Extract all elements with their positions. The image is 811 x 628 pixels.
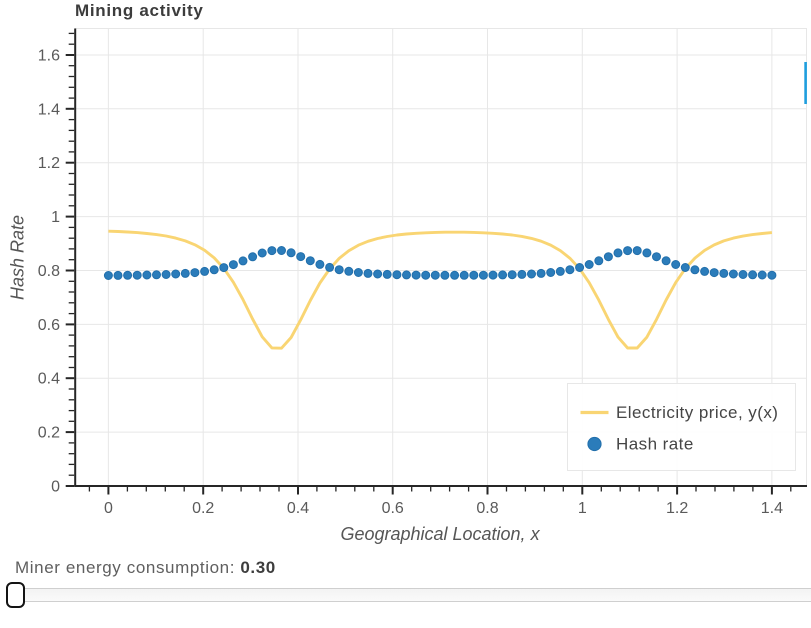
svg-text:0.8: 0.8 <box>38 263 60 280</box>
svg-text:1.2: 1.2 <box>38 155 60 172</box>
svg-text:1: 1 <box>51 209 60 226</box>
svg-text:0: 0 <box>104 500 113 517</box>
svg-text:0: 0 <box>51 479 60 496</box>
svg-text:Geographical Location, x: Geographical Location, x <box>340 524 540 544</box>
svg-text:0.2: 0.2 <box>192 500 214 517</box>
svg-text:0.8: 0.8 <box>476 500 498 517</box>
svg-text:Hash rate: Hash rate <box>616 435 694 454</box>
svg-text:0.6: 0.6 <box>382 500 404 517</box>
svg-text:0.6: 0.6 <box>38 317 60 334</box>
svg-text:1: 1 <box>578 500 587 517</box>
svg-text:0.2: 0.2 <box>38 425 60 442</box>
svg-text:Electricity price, y(x): Electricity price, y(x) <box>616 403 778 422</box>
svg-text:1.4: 1.4 <box>761 500 783 517</box>
svg-text:Hash Rate: Hash Rate <box>8 215 28 300</box>
svg-text:0.4: 0.4 <box>287 500 309 517</box>
svg-text:1.6: 1.6 <box>38 48 60 65</box>
svg-text:1.2: 1.2 <box>666 500 688 517</box>
svg-text:Mining activity: Mining activity <box>75 1 204 20</box>
svg-text:0.4: 0.4 <box>38 371 60 388</box>
svg-text:1.4: 1.4 <box>38 101 60 118</box>
